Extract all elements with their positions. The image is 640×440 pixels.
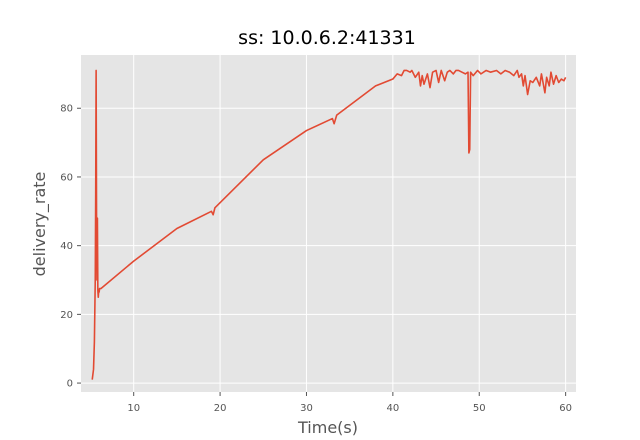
y-tick-label: 80 <box>60 104 73 115</box>
x-tick-label: 20 <box>214 403 227 414</box>
y-axis-label: delivery_rate <box>30 172 50 277</box>
x-tick-label: 30 <box>300 403 313 414</box>
series-layer <box>91 69 567 380</box>
y-tick-label: 20 <box>60 310 73 321</box>
chart-title: ss: 10.0.6.2:41331 <box>238 27 416 49</box>
y-tick-label: 60 <box>60 172 73 183</box>
grid <box>81 55 576 392</box>
x-tick-label: 10 <box>127 403 140 414</box>
x-tick-label: 50 <box>473 403 486 414</box>
series-line <box>91 69 567 380</box>
plot-background <box>81 55 576 392</box>
y-tick-label: 0 <box>67 379 73 390</box>
tick-labels: 10 20 30 40 50 60 0 20 40 60 80 <box>60 104 572 414</box>
x-tick-label: 60 <box>559 403 572 414</box>
x-tick-label: 40 <box>386 403 399 414</box>
x-axis-label: Time(s) <box>297 418 358 437</box>
y-tick-label: 40 <box>60 241 73 252</box>
